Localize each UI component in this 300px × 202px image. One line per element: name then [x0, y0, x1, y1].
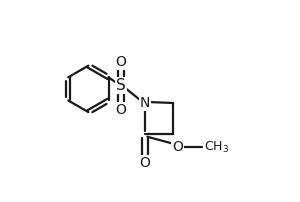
Text: O: O [172, 140, 183, 155]
Text: S: S [116, 78, 126, 93]
Text: O: O [115, 55, 126, 69]
Text: CH$_3$: CH$_3$ [203, 140, 229, 155]
Text: N: N [140, 96, 150, 110]
Text: O: O [140, 156, 150, 170]
Text: O: O [115, 103, 126, 117]
